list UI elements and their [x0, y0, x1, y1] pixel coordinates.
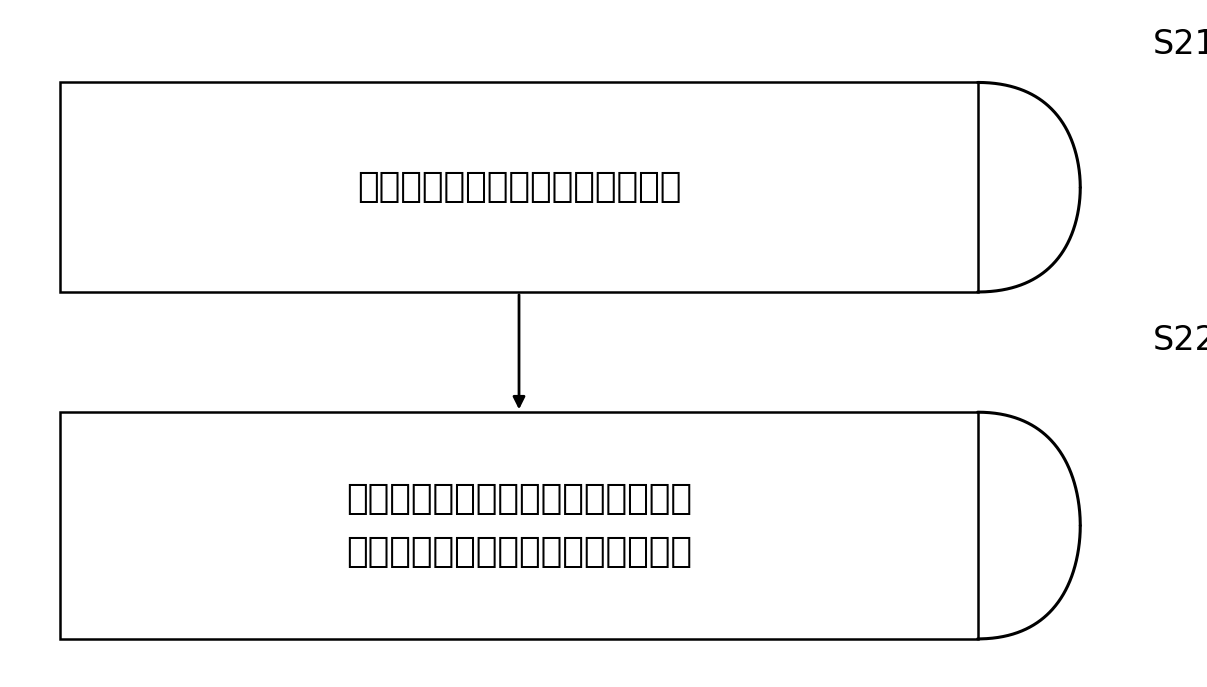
Text: S21: S21	[1153, 28, 1207, 61]
Text: S22: S22	[1153, 324, 1207, 357]
FancyBboxPatch shape	[60, 412, 978, 639]
Text: 获取室外机底盘所处环境的湿度值: 获取室外机底盘所处环境的湿度值	[357, 170, 681, 204]
FancyBboxPatch shape	[60, 82, 978, 292]
Text: 根据室外机底盘所处环境的湿度值，
控制施加到所述室外机底盘的负电压: 根据室外机底盘所处环境的湿度值， 控制施加到所述室外机底盘的负电压	[346, 482, 692, 569]
